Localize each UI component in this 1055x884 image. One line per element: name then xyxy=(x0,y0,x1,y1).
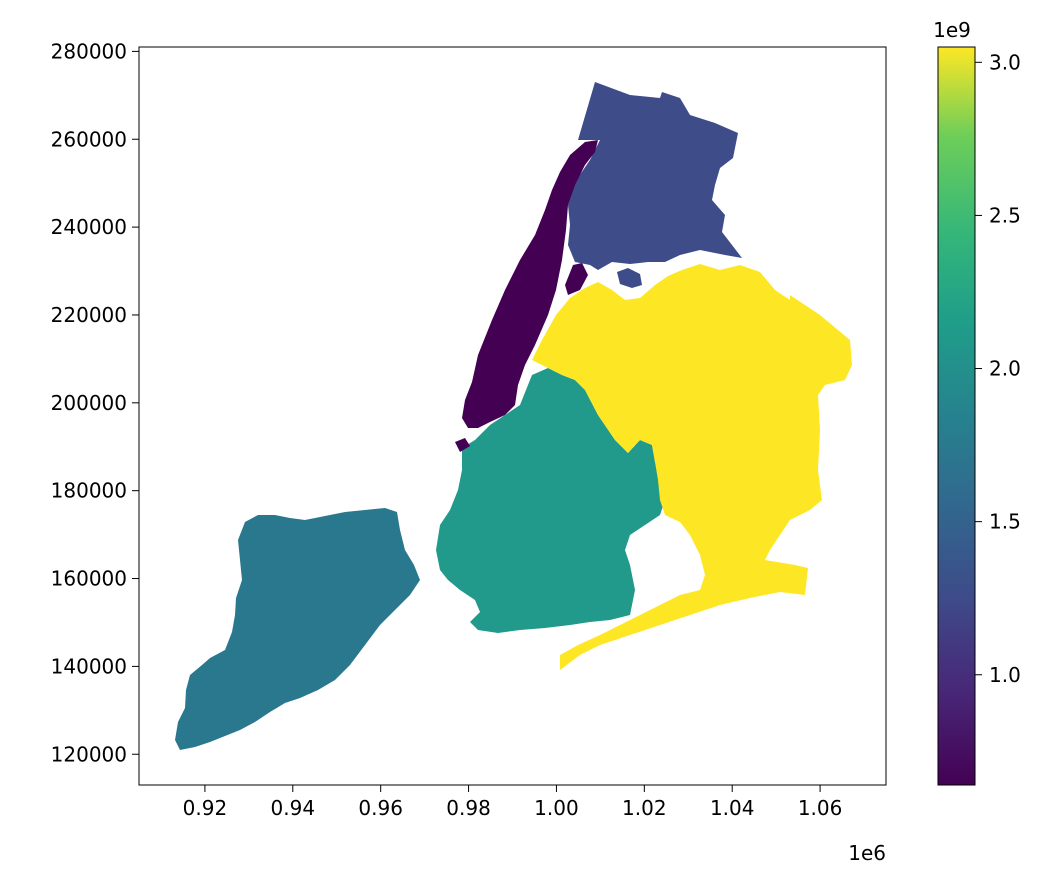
x-tick-label: 1.02 xyxy=(622,796,667,820)
region-queens xyxy=(532,264,852,670)
colorbar-tick-label: 1.0 xyxy=(989,663,1021,687)
region-manhattan xyxy=(462,140,598,428)
x-axis-ticks: 0.92 0.94 0.96 0.98 1.00 1.02 1.04 1.06 xyxy=(183,785,843,820)
region-bronx xyxy=(568,82,742,270)
x-tick-label: 0.98 xyxy=(446,796,491,820)
x-tick-label: 0.94 xyxy=(271,796,316,820)
colorbar-tick-label: 3.0 xyxy=(989,50,1021,74)
y-tick-label: 240000 xyxy=(51,215,127,239)
colorbar-offset-label: 1e9 xyxy=(933,18,971,42)
plot-frame xyxy=(138,46,887,786)
colorbar-tick-label: 2.0 xyxy=(989,357,1021,381)
colorbar-ticks: 1.0 1.5 2.0 2.5 3.0 xyxy=(975,50,1021,687)
region-manhattan-randalls xyxy=(565,263,588,295)
map-regions xyxy=(175,82,852,750)
region-manhattan-governors xyxy=(455,438,470,452)
colorbar-tick-label: 2.5 xyxy=(989,203,1021,227)
y-axis-ticks: 120000 140000 160000 180000 200000 220000 2400… xyxy=(51,39,139,766)
region-brooklyn xyxy=(436,368,665,633)
x-tick-label: 1.04 xyxy=(710,796,755,820)
y-tick-label: 180000 xyxy=(51,479,127,503)
y-tick-label: 200000 xyxy=(51,391,127,415)
y-tick-label: 120000 xyxy=(51,742,127,766)
x-tick-label: 1.00 xyxy=(534,796,579,820)
y-tick-label: 280000 xyxy=(51,39,127,63)
x-tick-label: 0.96 xyxy=(358,796,403,820)
y-tick-label: 260000 xyxy=(51,127,127,151)
y-tick-label: 160000 xyxy=(51,567,127,591)
x-tick-label: 1.06 xyxy=(798,796,843,820)
region-staten-island xyxy=(175,508,420,750)
x-tick-label: 0.92 xyxy=(183,796,228,820)
x-offset-label: 1e6 xyxy=(848,841,886,865)
colorbar-tick-label: 1.5 xyxy=(989,510,1021,534)
region-bronx-island xyxy=(617,268,642,288)
y-tick-label: 220000 xyxy=(51,303,127,327)
y-tick-label: 140000 xyxy=(51,654,127,678)
colorbar xyxy=(937,46,976,786)
